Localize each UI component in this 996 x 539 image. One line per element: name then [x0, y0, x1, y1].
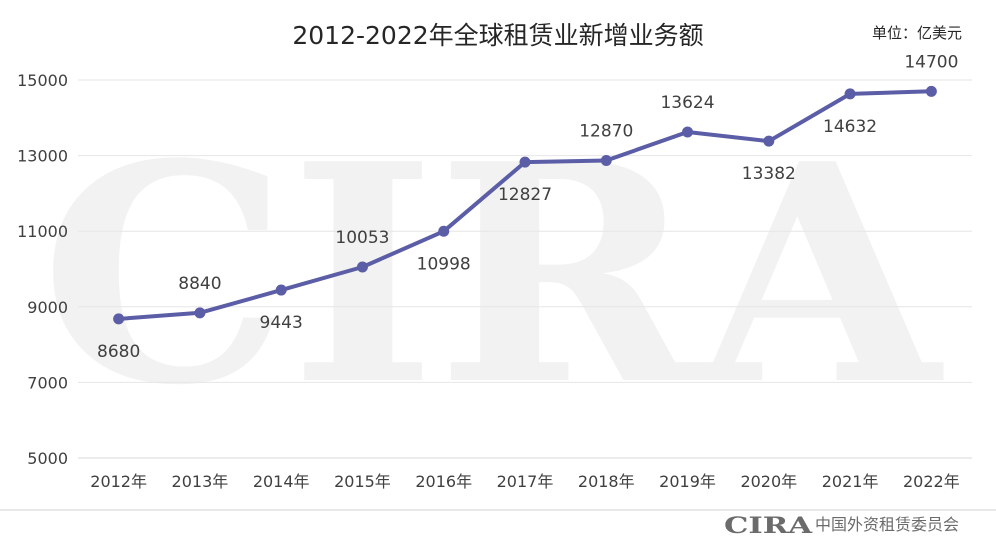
data-label: 10998	[417, 254, 471, 274]
data-point	[275, 284, 287, 296]
data-label: 12827	[498, 185, 552, 205]
data-point	[438, 225, 450, 237]
data-label: 8840	[178, 274, 221, 294]
data-point	[194, 307, 206, 319]
unit-label: 单位：亿美元	[872, 24, 962, 42]
data-point	[844, 88, 856, 100]
data-labels: 8680 8840 9443 10053 10998 12827 12870 13624 133…	[97, 52, 958, 362]
data-label: 10053	[335, 228, 389, 248]
y-tick-label: 13000	[17, 147, 68, 166]
data-points	[113, 85, 937, 325]
x-tick-label: 2014年	[253, 472, 310, 491]
data-label: 13624	[660, 93, 714, 113]
data-point	[519, 156, 531, 168]
x-tick-label: 2019年	[659, 472, 716, 491]
footer-logo-text: CIRA	[724, 513, 813, 539]
x-tick-label: 2016年	[415, 472, 472, 491]
data-point	[356, 261, 368, 273]
x-tick-label: 2022年	[903, 472, 960, 491]
data-point	[113, 313, 125, 325]
data-point	[763, 135, 775, 147]
y-tick-label: 15000	[17, 71, 68, 90]
data-label: 14632	[823, 117, 877, 137]
y-tick-label: 7000	[27, 373, 68, 392]
data-label: 13382	[742, 164, 796, 184]
data-point	[600, 155, 612, 167]
x-tick-label: 2017年	[497, 472, 554, 491]
footer-logo: CIRA 中国外资租赁委员会	[724, 513, 959, 539]
data-point	[682, 126, 694, 138]
data-label: 14700	[904, 52, 958, 72]
watermark-text: CIRA	[40, 98, 947, 451]
data-label: 8680	[97, 342, 140, 362]
y-axis: 5000 7000 9000 11000 13000 15000	[17, 71, 68, 468]
x-tick-label: 2018年	[578, 472, 635, 491]
y-tick-label: 9000	[27, 298, 68, 317]
x-tick-label: 2020年	[740, 472, 797, 491]
x-tick-label: 2013年	[172, 472, 229, 491]
data-label: 9443	[260, 313, 303, 333]
x-tick-label: 2012年	[90, 472, 147, 491]
data-point	[925, 85, 937, 97]
y-tick-label: 11000	[17, 222, 68, 241]
x-tick-label: 2021年	[822, 472, 879, 491]
x-tick-label: 2015年	[334, 472, 391, 491]
footer-org-name: 中国外资租赁委员会	[815, 515, 959, 534]
watermark-layer: CIRA	[40, 98, 947, 451]
data-label: 12870	[579, 122, 633, 142]
y-tick-label: 5000	[27, 449, 68, 468]
x-axis: 2012年 2013年 2014年 2015年 2016年 2017年 2018年 2019年…	[78, 457, 972, 491]
chart-title: 2012-2022年全球租赁业新增业务额	[292, 21, 703, 50]
